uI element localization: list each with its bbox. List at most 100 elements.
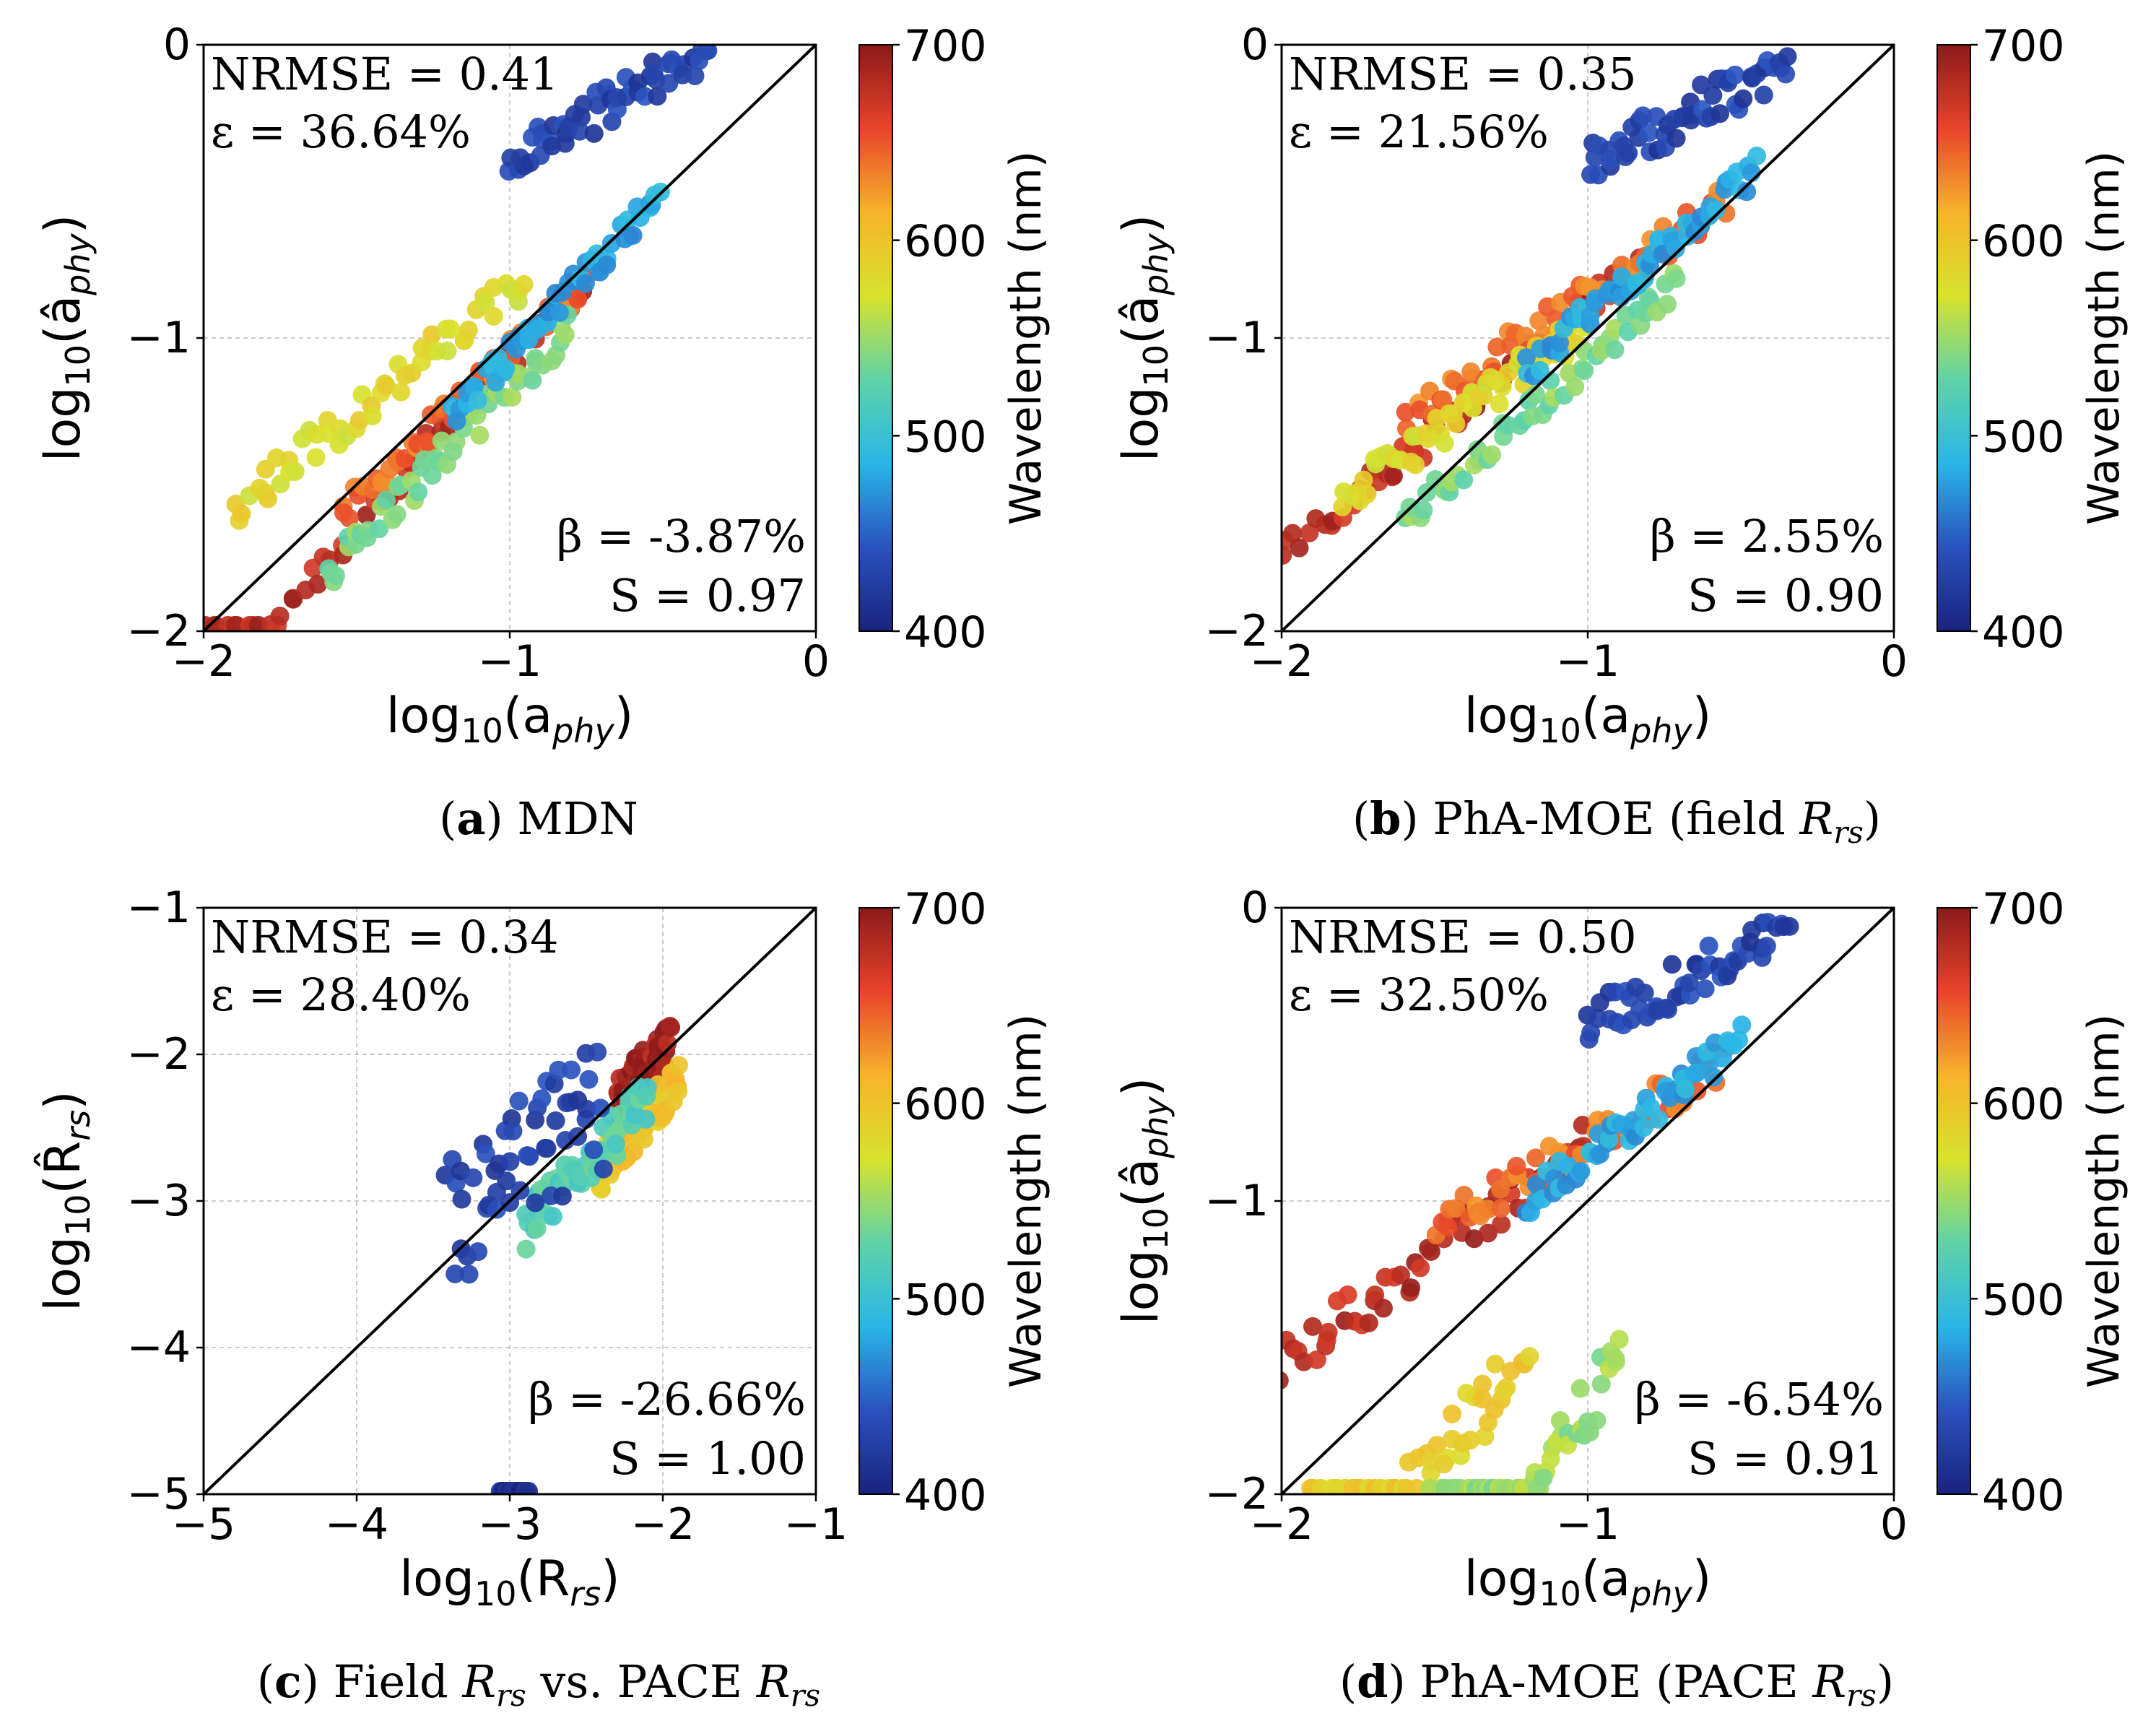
scatter-plot-c: −5 −4 −3 −2 −1 −5 −4 −3 −2 −1 log10(Rrs) log10(R̂rs… [34, 882, 1051, 1713]
data-point [1587, 1410, 1607, 1430]
data-point [1570, 1379, 1590, 1398]
data-point [270, 606, 290, 625]
data-point [546, 1111, 565, 1130]
data-point [1549, 333, 1569, 352]
data-point [468, 391, 487, 410]
data-point [1283, 524, 1303, 543]
data-point [1396, 402, 1415, 422]
data-point [308, 575, 328, 594]
data-point [1357, 485, 1377, 504]
data-point [395, 449, 414, 469]
data-point [1307, 1350, 1326, 1369]
x-axis-label: log10(aphy) [386, 688, 634, 750]
data-point [1406, 455, 1425, 474]
data-point [698, 45, 718, 61]
data-point [1757, 937, 1776, 956]
data-point [597, 255, 617, 274]
data-point [1635, 983, 1654, 1002]
caption-c: (c) Field Rrs vs. PACE Rrs [257, 1655, 820, 1713]
data-point [1526, 1175, 1546, 1194]
colorbar-tick-label: 500 [1982, 412, 2065, 462]
data-point [1575, 361, 1594, 381]
x-axis-label: log10(aphy) [1464, 688, 1712, 750]
identity-line [1280, 906, 1895, 1496]
x-tick-label: −4 [325, 1499, 388, 1550]
data-point [648, 87, 667, 106]
x-axis-label: log10(aphy) [1464, 1551, 1712, 1613]
y-tick-label: −2 [1205, 606, 1269, 656]
x-tick-label: −1 [1556, 636, 1620, 687]
data-point [1679, 973, 1699, 993]
y-tick-label: 0 [163, 19, 191, 70]
data-point [1734, 89, 1753, 108]
x-tick-label: −2 [1250, 636, 1313, 687]
data-point [526, 1193, 545, 1213]
panel-a: −2 −1 0 −2 −1 0 log10(aphy) log10(âphy) NRMSE = … [0, 0, 1078, 863]
data-point [594, 1159, 613, 1179]
data-point [1601, 149, 1620, 169]
data-point [1778, 47, 1797, 66]
data-point [1649, 1109, 1669, 1129]
panel-d: −2 −1 0 −2 −1 0 log10(aphy) log10(âphy) NRMSE = … [1078, 863, 2156, 1726]
colorbar-tick-label: 400 [904, 607, 987, 658]
data-point [1571, 1162, 1591, 1181]
colorbar-label: Wavelength (nm) [2079, 1014, 2129, 1388]
x-axis-label: log10(Rrs) [399, 1551, 620, 1613]
colorbar-tick-label: 500 [904, 1275, 987, 1325]
y-tick-label: −5 [127, 1469, 191, 1519]
data-point [591, 1098, 610, 1118]
y-tick-label: 0 [1241, 882, 1269, 933]
data-point [1338, 1285, 1357, 1305]
x-tick-label: −2 [1250, 1499, 1313, 1550]
data-point [623, 225, 643, 245]
data-point [1433, 390, 1453, 409]
data-point [573, 95, 593, 114]
data-points [1282, 913, 1799, 1494]
data-point [555, 325, 575, 344]
stat-epsilon: ε = 28.40% [211, 968, 471, 1021]
stat-epsilon: ε = 36.64% [211, 105, 471, 158]
y-tick-label: −1 [127, 882, 191, 933]
data-point [306, 448, 326, 467]
data-point [409, 482, 428, 502]
data-point [1711, 104, 1730, 123]
data-point [458, 320, 478, 339]
data-point [1300, 523, 1319, 542]
colorbar-tick-label: 400 [904, 1470, 987, 1521]
y-tick-label: −2 [127, 1029, 191, 1080]
data-point [1591, 1374, 1611, 1394]
data-point [636, 1109, 656, 1129]
colorbar-tick-label: 600 [1982, 217, 2065, 267]
colorbar [859, 44, 893, 632]
data-point [549, 303, 569, 322]
stat-epsilon: ε = 32.50% [1289, 968, 1549, 1021]
data-point [1485, 1354, 1505, 1374]
data-point [376, 490, 396, 510]
data-point [1599, 1129, 1619, 1149]
data-point [500, 1152, 520, 1171]
colorbar-tick-label: 600 [904, 1080, 987, 1130]
data-point [514, 274, 534, 294]
stat-nrmse: NRMSE = 0.35 [1289, 48, 1637, 100]
data-point [447, 411, 466, 430]
data-point [285, 461, 305, 481]
data-point [1520, 1347, 1539, 1366]
data-point [1732, 1015, 1752, 1035]
data-point [1754, 85, 1773, 105]
data-point [1318, 1322, 1338, 1342]
data-point [357, 506, 376, 525]
data-point [1612, 267, 1631, 287]
data-point [516, 1239, 536, 1259]
data-point [1529, 311, 1549, 331]
data-point [1666, 129, 1686, 148]
y-tick-label: 0 [1241, 19, 1269, 70]
data-point [1526, 1148, 1545, 1168]
data-point [1780, 916, 1799, 936]
data-point [1658, 295, 1677, 314]
data-point [658, 1033, 677, 1053]
data-point [1497, 1378, 1516, 1397]
scatter-plot-d: −2 −1 0 −2 −1 0 log10(aphy) log10(âphy) NRMSE = … [1113, 882, 2129, 1713]
data-point [503, 1122, 523, 1141]
data-point [660, 1017, 679, 1036]
data-point [1373, 1298, 1393, 1318]
